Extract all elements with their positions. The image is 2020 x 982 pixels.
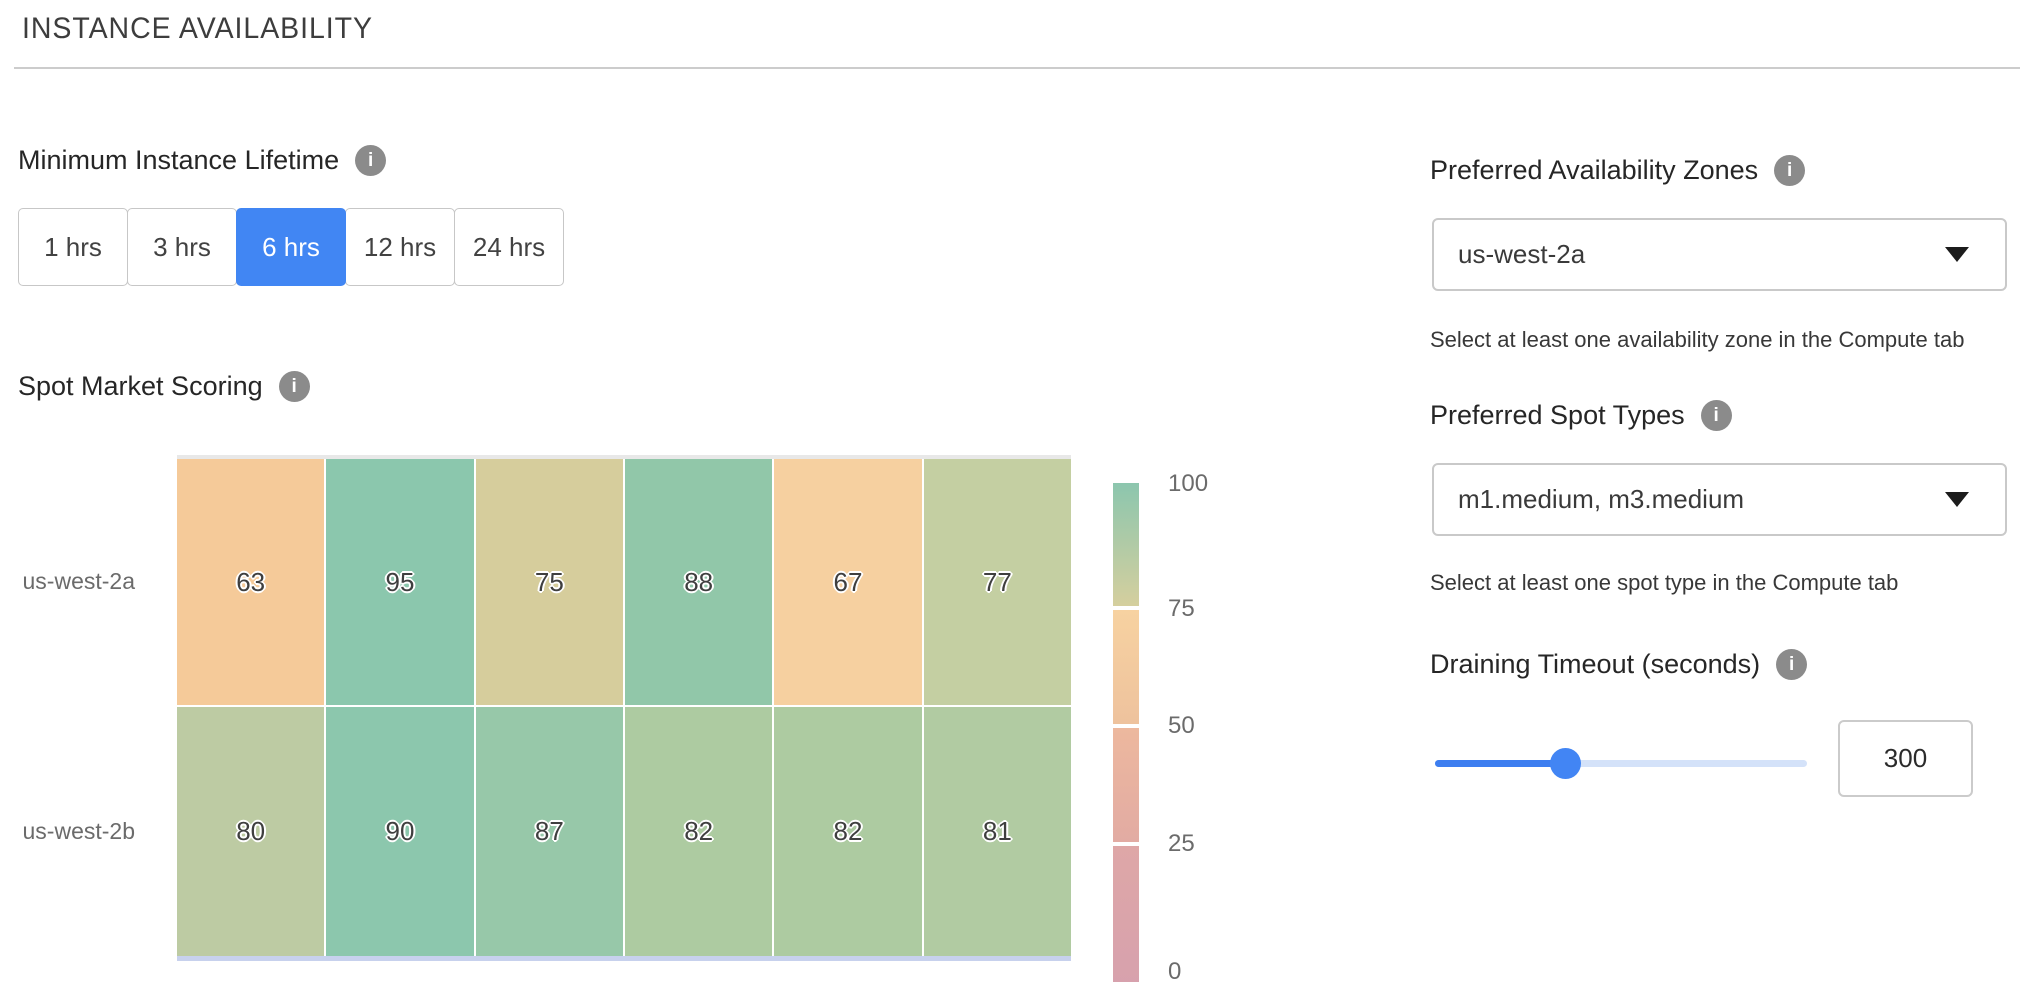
spot-types-select[interactable]: m1.medium, m3.medium	[1432, 463, 2007, 536]
spot-types-value: m1.medium, m3.medium	[1458, 484, 1745, 514]
min-lifetime-label: Minimum Instance Lifetime	[18, 145, 340, 175]
spot-scoring-label: Spot Market Scoring	[18, 371, 263, 401]
lifetime-option-24hrs[interactable]: 24 hrs	[454, 208, 564, 286]
info-icon[interactable]: i	[355, 145, 387, 176]
heatmap-row-label: us-west-2b	[22, 818, 135, 844]
colorbar-tick: 75	[1168, 595, 1195, 622]
colorbar-segment	[1113, 846, 1139, 982]
heatmap-row-label: us-west-2a	[22, 568, 135, 594]
slider-fill	[1435, 760, 1566, 767]
draining-timeout-input[interactable]: 300	[1838, 720, 1973, 797]
availability-zones-select[interactable]: us-west-2a	[1432, 218, 2007, 291]
heatmap-cell: 87	[475, 707, 623, 956]
heatmap-cell: 82	[774, 707, 922, 956]
info-icon[interactable]: i	[1700, 400, 1732, 431]
availability-zones-value: us-west-2a	[1458, 239, 1586, 269]
spot-types-helper: Select at least one spot type in the Com…	[1430, 570, 1899, 595]
colorbar-segment	[1113, 728, 1139, 842]
heatmap-cell: 81	[923, 707, 1071, 956]
heatmap-cell: 88	[624, 459, 773, 705]
heatmap-cell: 67	[774, 459, 922, 705]
availability-zones-label: Preferred Availability Zones	[1430, 155, 1759, 185]
spot-types-label: Preferred Spot Types	[1430, 400, 1685, 430]
heatmap-cell: 80	[177, 707, 325, 956]
slider-thumb[interactable]	[1550, 748, 1582, 779]
lifetime-option-6hrs[interactable]: 6 hrs	[236, 208, 346, 286]
info-icon[interactable]: i	[1776, 649, 1808, 680]
heatmap-cell: 77	[923, 459, 1071, 705]
spot-types-label-row: Preferred Spot Types i	[1430, 400, 1732, 431]
caret-down-icon	[1945, 492, 1969, 507]
draining-timeout-label-row: Draining Timeout (seconds) i	[1430, 649, 1808, 680]
heatmap-cell: 63	[177, 459, 325, 705]
min-lifetime-button-group: 1 hrs 3 hrs 6 hrs 12 hrs 24 hrs	[18, 208, 564, 286]
colorbar-tick: 0	[1168, 958, 1182, 982]
slider-track[interactable]	[1435, 760, 1807, 767]
availability-zones-label-row: Preferred Availability Zones i	[1430, 155, 1806, 186]
info-icon[interactable]: i	[278, 371, 310, 402]
availability-zones-helper: Select at least one availability zone in…	[1430, 327, 1965, 352]
colorbar-segment	[1113, 610, 1139, 724]
heatmap-cell: 90	[326, 707, 474, 956]
lifetime-option-1hrs[interactable]: 1 hrs	[18, 208, 128, 286]
colorbar-tick: 50	[1168, 712, 1195, 739]
page-title: INSTANCE AVAILABILITY	[22, 12, 373, 45]
heatmap-cell: 75	[475, 459, 623, 705]
caret-down-icon	[1945, 247, 1969, 262]
heatmap-cell: 95	[326, 459, 474, 705]
lifetime-option-3hrs[interactable]: 3 hrs	[127, 208, 237, 286]
lifetime-option-12hrs[interactable]: 12 hrs	[345, 208, 455, 286]
heatmap-axis-line	[177, 956, 1071, 961]
draining-timeout-slider[interactable]	[1435, 748, 1807, 779]
colorbar-tick: 25	[1168, 830, 1195, 857]
colorbar-segment	[1113, 483, 1139, 606]
heatmap-top-border	[177, 455, 1071, 459]
draining-timeout-label: Draining Timeout (seconds)	[1430, 649, 1761, 679]
info-icon[interactable]: i	[1774, 155, 1806, 186]
spot-scoring-heatmap: 63 95 75 88 67 77 80 90 87 82 82 81	[177, 459, 1071, 956]
spot-scoring-label-row: Spot Market Scoring i	[18, 371, 310, 402]
section-divider	[14, 67, 2020, 69]
heatmap-cell: 82	[624, 707, 773, 956]
min-lifetime-label-row: Minimum Instance Lifetime i	[18, 145, 387, 176]
colorbar-tick: 100	[1168, 470, 1209, 497]
